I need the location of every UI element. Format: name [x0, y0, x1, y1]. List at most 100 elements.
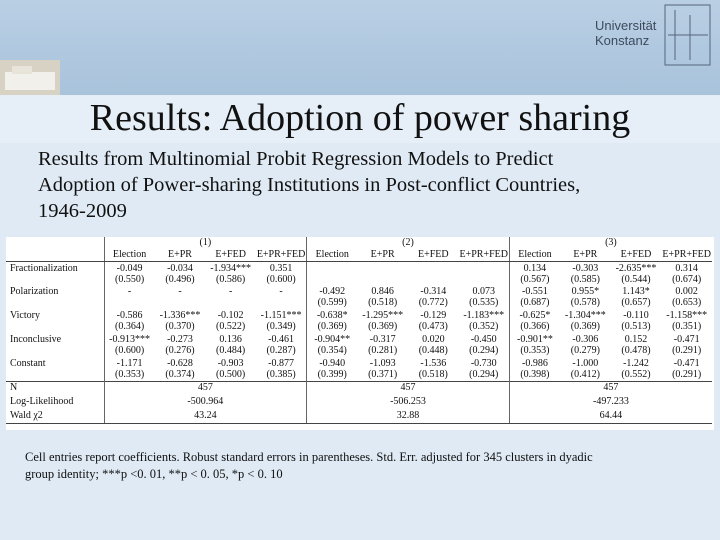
stat-row: N 457 457 457: [6, 380, 713, 395]
standard-error: (0.687): [520, 297, 550, 308]
data-row: Fractionalization -0.049 (0.550) -0.034 (0.4…: [6, 261, 712, 285]
coefficient: -0.903: [217, 358, 244, 369]
cell: -0.901** (0.353): [508, 333, 560, 357]
subtitle-line: Adoption of Power-sharing Institutions i…: [38, 174, 581, 196]
coefficient: 0.955*: [571, 286, 600, 297]
standard-error: (0.550): [114, 273, 145, 285]
subtitle-line: Results from Multinomial Probit Regressi…: [38, 148, 554, 170]
cell: -: [205, 285, 256, 309]
standard-error: (0.279): [570, 345, 600, 356]
coefficient: -0.940: [319, 358, 346, 369]
standard-error: (0.473): [418, 321, 448, 332]
cell: 0.846 (0.518): [357, 285, 408, 309]
standard-error: (0.354): [317, 345, 347, 356]
cell: -0.551 (0.687): [508, 285, 560, 309]
cell: -0.628 (0.374): [155, 357, 206, 381]
row-label: N: [6, 380, 104, 395]
logo-text: Universität Konstanz: [595, 18, 656, 48]
cell: 0.136 (0.484): [205, 333, 256, 357]
cell: [306, 261, 358, 285]
coefficient: -1.093: [369, 358, 396, 369]
coefficient: -: [127, 286, 132, 297]
cell: -0.471 (0.291): [661, 333, 712, 357]
coefficient: 0.136: [219, 334, 242, 345]
cell: -0.273 (0.276): [155, 333, 206, 357]
coefficient: -0.102: [217, 310, 244, 321]
cell: -0.471 (0.291): [661, 357, 712, 381]
row-label: Fractionalization: [10, 262, 78, 274]
cell: 0.134 (0.567): [508, 261, 560, 285]
stat-value: -500.964: [103, 395, 307, 409]
standard-error: (0.478): [621, 345, 651, 356]
stat-row: Log-Likelihood -500.964 -506.253 -497.233: [6, 395, 713, 409]
standard-error: (0.369): [570, 321, 600, 332]
results-table: (1) (2) (3) Election E+PR E+FED E+PR+FED Electi…: [6, 237, 713, 424]
standard-error: (0.399): [317, 369, 347, 380]
coefficient: -0.913***: [109, 334, 150, 345]
standard-error: (0.500): [216, 369, 246, 380]
cell: -0.625* (0.366): [508, 309, 560, 333]
banner: Universität Konstanz: [0, 0, 720, 95]
cell: -0.586 (0.364): [103, 309, 155, 333]
coefficient: -0.450: [470, 334, 497, 345]
coefficient: -1.336***: [159, 310, 201, 321]
banner-graphics: [0, 4, 711, 95]
group-header: (3): [508, 237, 713, 249]
cell: -0.986 (0.398): [508, 357, 560, 381]
coefficient: -: [279, 286, 283, 297]
standard-error: (0.364): [114, 321, 145, 332]
standard-error: (0.484): [216, 345, 246, 356]
standard-error: (0.448): [418, 345, 448, 356]
coefficient: -0.586: [116, 310, 143, 321]
standard-error: (0.552): [621, 369, 651, 380]
cell: -2.635*** (0.544): [611, 261, 662, 285]
cell: -0.940 (0.399): [306, 357, 358, 381]
header-row: Election E+PR E+FED E+PR+FED Election E+PR E+F…: [6, 249, 713, 262]
cell: -0.034 (0.496): [155, 261, 206, 285]
coefficient: -0.625*: [519, 310, 551, 321]
data-row: Victory -0.586 (0.364) -1.336*** (0.370) -0.1…: [6, 309, 712, 333]
coefficient: -0.034: [167, 262, 193, 274]
standard-error: (0.585): [570, 273, 600, 285]
coefficient: -0.904**: [314, 334, 351, 345]
column-header: E+PR+FED: [458, 249, 510, 262]
coefficient: -0.628: [167, 358, 193, 369]
coefficient: -2.635***: [615, 262, 657, 274]
coefficient: -0.471: [673, 334, 700, 345]
standard-error: (0.412): [570, 369, 600, 380]
cell: 0.073 (0.535): [459, 285, 510, 309]
stat-value: 457: [508, 380, 713, 395]
cell: [357, 261, 408, 285]
coefficient: -0.110: [623, 310, 649, 321]
cell: -0.492 (0.599): [306, 285, 358, 309]
footnote: Cell entries report coefficients. Robust…: [25, 449, 593, 483]
standard-error: (0.276): [165, 345, 195, 356]
coefficient: -1.183***: [463, 310, 505, 321]
coefficient: -0.492: [319, 286, 346, 297]
coefficient: -1.158***: [666, 310, 708, 321]
subtitle: Results from Multinomial Probit Regressi…: [38, 146, 580, 224]
cell: -0.638* (0.369): [306, 309, 358, 333]
cell: 0.152 (0.478): [611, 333, 662, 357]
cell: 0.955* (0.578): [560, 285, 611, 309]
corner-cell: [6, 237, 104, 249]
cell: 0.020 (0.448): [408, 333, 459, 357]
coefficient: 0.020: [422, 334, 445, 345]
standard-error: (0.351): [672, 321, 702, 332]
corner-cell: [6, 249, 104, 262]
standard-error: (0.369): [317, 321, 347, 332]
coefficient: 0.073: [472, 286, 495, 297]
row-label: Wald χ2: [6, 409, 104, 424]
coefficient: -0.306: [572, 334, 599, 345]
coefficient: -1.000: [572, 358, 599, 369]
coefficient: -1.304***: [564, 310, 606, 321]
standard-error: (0.657): [621, 297, 651, 308]
row-label: Constant: [10, 358, 46, 369]
coefficient: 0.846: [371, 286, 394, 297]
cell: -0.314 (0.772): [408, 285, 459, 309]
cell: [408, 261, 459, 285]
cell: -0.102 (0.522): [205, 309, 256, 333]
coefficient: 0.152: [624, 334, 648, 345]
slide-title: Results: Adoption of power sharing: [0, 95, 720, 143]
coefficient: -0.314: [420, 286, 447, 297]
